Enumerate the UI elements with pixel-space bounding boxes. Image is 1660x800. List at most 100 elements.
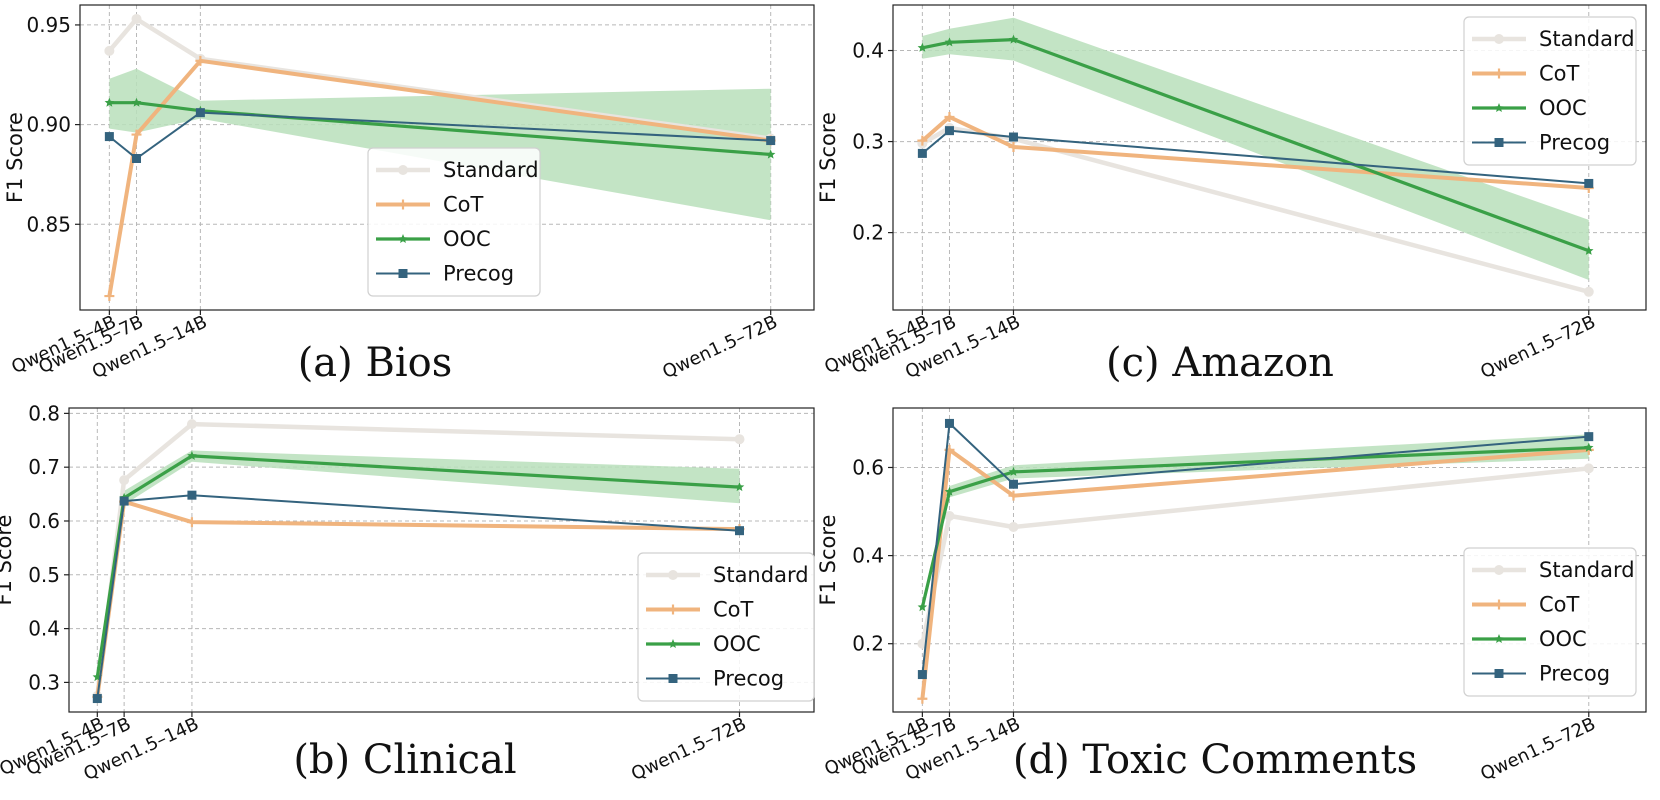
legend-marker-standard: [1494, 565, 1504, 575]
data-point-precog: [766, 136, 776, 146]
legend-marker-standard: [1494, 34, 1504, 44]
series-line-ooc: [95, 454, 740, 678]
data-point-precog: [1584, 178, 1594, 188]
legend-label-cot: CoT: [443, 193, 484, 217]
legend-marker-precog: [1494, 669, 1504, 678]
data-point-standard: [734, 434, 745, 445]
axes-frame: [892, 4, 1647, 311]
ooc-confidence-band: [109, 68, 771, 221]
legend-marker-cot: [1494, 599, 1504, 610]
data-point-precog: [735, 526, 744, 536]
legend-marker-cot: [398, 199, 408, 210]
data-point-cot: [131, 129, 142, 140]
legend-label-standard: Standard: [1539, 27, 1635, 51]
legend-marker-cot: [1494, 68, 1504, 79]
data-point-cot: [917, 135, 928, 146]
data-point-ooc: [917, 602, 928, 612]
y-tick-label: 0.3: [852, 130, 884, 154]
plot-area: [92, 419, 745, 704]
y-axis-label: F1 Score: [816, 112, 840, 203]
legend-box: [637, 552, 815, 702]
series-line-ooc: [109, 101, 771, 157]
legend: Standard CoT OOC Precog: [367, 147, 541, 297]
series-line-precog: [921, 422, 1589, 675]
legend-label-precog: Precog: [1539, 662, 1610, 686]
data-point-cot: [104, 291, 115, 302]
ooc-confidence-band: [922, 434, 1589, 614]
legend-label-precog: Precog: [1539, 131, 1610, 155]
legend-marker-standard: [398, 165, 408, 175]
legend-marker-ooc: [398, 234, 408, 243]
data-point-standard: [1583, 463, 1594, 474]
legend: Standard CoT OOC Precog: [637, 552, 815, 702]
data-point-ooc: [944, 486, 955, 496]
series-line-precog: [96, 494, 740, 699]
data-point-ooc: [187, 450, 197, 460]
data-point-ooc: [1008, 34, 1019, 44]
legend-label-precog: Precog: [443, 262, 514, 286]
data-point-precog: [1008, 479, 1018, 489]
legend: Standard CoT OOC Precog: [1463, 547, 1637, 697]
legend-label-ooc: OOC: [1539, 96, 1587, 120]
legend-label-standard: Standard: [443, 158, 539, 182]
data-point-cot: [917, 693, 928, 704]
series-line-precog: [921, 129, 1589, 185]
legend: Standard CoT OOC Precog: [1463, 16, 1637, 166]
y-tick-label: 0.4: [852, 544, 884, 568]
data-point-precog: [944, 126, 954, 136]
plot-area: [917, 17, 1594, 297]
x-tick-label: Qwen1.5–72B: [659, 311, 780, 383]
data-point-precog: [195, 108, 205, 118]
chart-panel-toxic: 0.20.40.6Qwen1.5–4BQwen1.5–7BQwen1.5–14B…: [816, 407, 1647, 785]
data-point-ooc: [131, 97, 142, 107]
data-point-precog: [132, 153, 142, 163]
y-axis-label: F1 Score: [816, 515, 840, 606]
plot-area: [104, 13, 776, 302]
legend-box: [367, 147, 541, 297]
subplot-caption: (a) Bios: [298, 340, 453, 386]
subplot-caption: (d) Toxic Comments: [1013, 737, 1417, 783]
data-point-ooc: [734, 482, 745, 492]
legend-label-cot: CoT: [1539, 593, 1580, 617]
y-tick-label: 0.4: [852, 39, 884, 63]
chart-panel-bios: 0.850.900.95Qwen1.5–4BQwen1.5–7BQwen1.5–…: [3, 4, 815, 386]
legend-label-precog: Precog: [713, 667, 784, 691]
y-tick-label: 0.2: [852, 632, 884, 656]
y-tick-label: 0.8: [28, 401, 60, 425]
legend-box: [1463, 16, 1637, 166]
data-point-standard: [131, 13, 142, 24]
y-tick-label: 0.7: [28, 455, 60, 479]
data-point-ooc: [944, 37, 955, 47]
data-point-standard: [1008, 521, 1019, 532]
data-point-cot: [186, 517, 197, 528]
y-tick-label: 0.5: [28, 563, 60, 587]
ooc-confidence-band: [922, 17, 1589, 280]
y-tick-label: 0.2: [852, 221, 884, 245]
legend-label-cot: CoT: [1539, 62, 1580, 86]
data-point-ooc: [1584, 442, 1594, 452]
chart-panel-clinical: 0.30.40.50.60.70.8Qwen1.5–4BQwen1.5–7BQw…: [0, 401, 815, 785]
series-line-cot: [921, 115, 1589, 190]
data-point-precog: [187, 490, 197, 500]
legend-marker-standard: [668, 570, 678, 580]
data-point-ooc: [765, 149, 776, 159]
y-axis-label: F1 Score: [3, 112, 27, 203]
series-line-cot: [920, 447, 1589, 700]
y-tick-label: 0.3: [28, 670, 60, 694]
data-point-cot: [944, 111, 955, 122]
legend-label-ooc: OOC: [1539, 627, 1587, 651]
data-point-precog: [1584, 432, 1594, 442]
legend-label-standard: Standard: [713, 563, 809, 587]
data-point-precog: [1008, 132, 1018, 142]
series-line-precog: [108, 111, 771, 160]
data-point-ooc: [92, 672, 103, 682]
y-tick-label: 0.6: [28, 509, 60, 533]
data-point-standard: [119, 475, 130, 486]
data-point-precog: [944, 418, 954, 428]
data-point-cot: [1008, 142, 1019, 153]
y-tick-label: 0.85: [26, 212, 71, 236]
subplot-caption: (c) Amazon: [1106, 340, 1334, 386]
data-point-precog: [917, 148, 927, 158]
data-point-standard: [186, 419, 197, 430]
data-point-ooc: [1008, 466, 1019, 476]
